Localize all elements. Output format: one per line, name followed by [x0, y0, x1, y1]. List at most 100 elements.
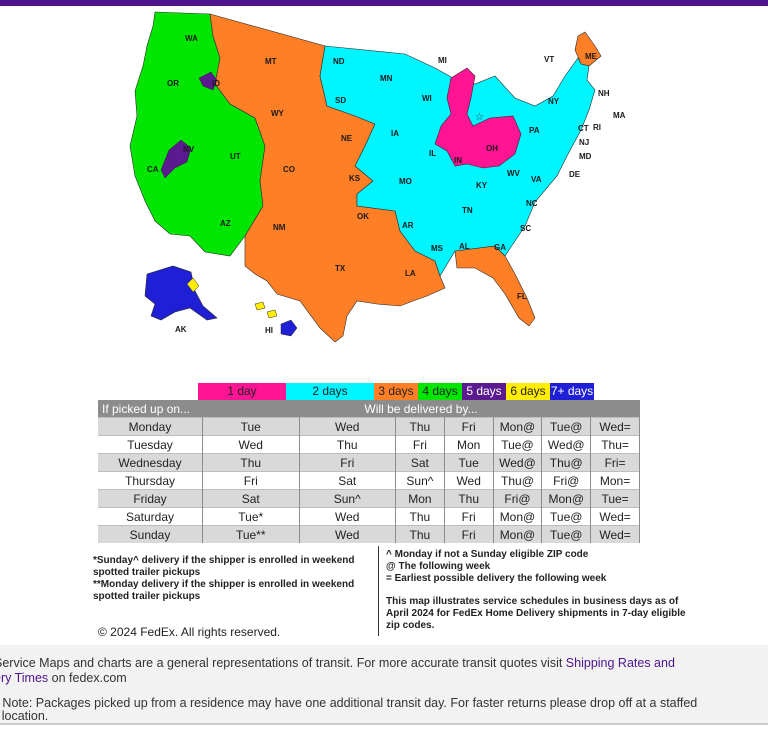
delivery-day-cell: Tue** — [202, 525, 300, 543]
transit-map: ☆ WA OR CA ID NV MT WY UT AZ CO NM ND SD NE KS OK TX MN IA… — [129, 11, 626, 343]
delivery-day-cell: Wed — [444, 471, 494, 490]
delivery-day-cell: Thu@ — [493, 471, 543, 490]
delivery-day-cell: Thu — [299, 435, 396, 454]
state-label-mo: MO — [399, 177, 412, 186]
delivery-day-cell: Fri — [395, 435, 445, 454]
residence-note-text: e Note: Packages picked up from a reside… — [0, 696, 698, 710]
state-label-sd: SD — [335, 96, 346, 105]
delivery-day-cell: Mon@ — [493, 507, 543, 526]
state-label-oh: OH — [486, 144, 498, 153]
state-label-wv: WV — [507, 169, 521, 178]
disclaimer-text-end: on fedex.com — [48, 671, 127, 685]
delivery-day-cell: Thu — [202, 453, 300, 472]
delivery-day-cell: Mon — [444, 435, 494, 454]
delivery-day-cell: Mon@ — [493, 525, 543, 543]
state-label-me: ME — [585, 52, 598, 61]
delivery-day-cell: Thu — [444, 489, 494, 508]
state-label-in: IN — [454, 156, 462, 165]
state-label-wy: WY — [271, 109, 285, 118]
delivery-day-cell: Tue — [444, 453, 494, 472]
delivery-day-cell: Fri= — [590, 453, 640, 472]
delivery-day-cell: Wed — [299, 417, 396, 436]
state-label-nd: ND — [333, 57, 345, 66]
schedule-row: Tuesday Wed Thu Fri Mon Tue@ Wed@ Thu= — [98, 435, 640, 454]
delivery-day-cell: Mon@ — [493, 417, 543, 436]
transit-legend: 1 day 2 days 3 days 4 days 5 days 6 days… — [198, 383, 594, 400]
state-label-nc: NC — [526, 199, 538, 208]
delivery-day-cell: Tue@ — [541, 417, 592, 436]
region-hawaii — [280, 319, 298, 337]
delivery-day-cell: Sun^ — [395, 471, 445, 490]
origin-star-icon: ☆ — [475, 112, 484, 123]
schedule-table: If picked up on... Will be delivered by.… — [98, 400, 640, 543]
delivery-day-cell: Sat — [395, 453, 445, 472]
state-label-nv: NV — [183, 145, 195, 154]
state-label-tx: TX — [335, 264, 346, 273]
legend-4-days: 4 days — [418, 383, 462, 400]
region-alaska-6 — [186, 277, 200, 293]
delivery-day-cell: Thu@ — [541, 453, 592, 472]
note-at: @ The following week — [386, 561, 491, 572]
region-5-days-id — [198, 71, 218, 91]
delivery-day-cell: Fri — [299, 453, 396, 472]
pickup-day: Thursday — [98, 471, 203, 490]
state-label-nj: NJ — [579, 138, 589, 147]
schedule-row: Wednesday Thu Fri Sat Tue Wed@ Thu@ Fri= — [98, 453, 640, 472]
state-label-ut: UT — [230, 152, 241, 161]
state-label-co: CO — [283, 165, 295, 174]
delivery-day-cell: Tue= — [590, 489, 640, 508]
state-label-nm: NM — [273, 223, 286, 232]
state-label-ky: KY — [476, 181, 488, 190]
state-label-pa: PA — [529, 126, 540, 135]
residence-note-text-end: x location. — [0, 709, 49, 723]
state-label-mi: MI — [438, 56, 447, 65]
delivery-day-cell: Tue@ — [541, 525, 592, 543]
state-label-az: AZ — [220, 219, 231, 228]
state-label-va: VA — [531, 175, 542, 184]
state-label-ar: AR — [402, 221, 414, 230]
pickup-day: Saturday — [98, 507, 203, 526]
delivery-day-cell: Wed= — [590, 417, 640, 436]
pickup-day: Monday — [98, 417, 203, 436]
state-label-ct: CT — [578, 124, 589, 133]
state-label-id: ID — [212, 79, 220, 88]
state-label-al: AL — [459, 242, 470, 251]
state-label-or: OR — [167, 79, 179, 88]
shipping-rates-link[interactable]: Shipping Rates and — [565, 656, 675, 670]
schedule-row: Saturday Tue* Wed Thu Fri Mon@ Tue@ Wed= — [98, 507, 640, 526]
state-label-hi: HI — [265, 326, 273, 335]
header-delivered-by: Will be delivered by... — [202, 400, 640, 418]
notes-right: ^ Monday if not a Sunday eligible ZIP co… — [386, 549, 686, 632]
delivery-times-link[interactable]: ery Times — [0, 671, 49, 685]
delivery-day-cell: Sun^ — [299, 489, 396, 508]
delivery-day-cell: Wed@ — [541, 435, 592, 454]
delivery-day-cell: Fri — [202, 471, 300, 490]
delivery-day-cell: Wed@ — [493, 453, 543, 472]
top-brand-bar — [0, 0, 768, 6]
note-monday: **Monday delivery if the shipper is enro… — [93, 579, 355, 602]
region-1-day — [434, 67, 522, 169]
state-label-mn: MN — [380, 74, 393, 83]
state-label-mt: MT — [265, 57, 277, 66]
delivery-day-cell: Wed= — [590, 507, 640, 526]
region-hawaii-6 — [254, 301, 278, 319]
state-label-ne: NE — [341, 134, 353, 143]
state-label-ia: IA — [391, 129, 399, 138]
state-label-ok: OK — [357, 212, 369, 221]
pickup-day: Friday — [98, 489, 203, 508]
pickup-day: Sunday — [98, 525, 203, 543]
legend-7-plus-days: 7+ days — [550, 383, 594, 400]
state-label-ny: NY — [548, 97, 560, 106]
state-label-ks: KS — [349, 174, 361, 183]
schedule-row: Friday Sat Sun^ Mon Thu Fri@ Mon@ Tue= — [98, 489, 640, 508]
delivery-day-cell: Thu — [395, 507, 445, 526]
schedule-row: Sunday Tue** Wed Thu Fri Mon@ Tue@ Wed= — [98, 525, 640, 543]
legend-5-days: 5 days — [462, 383, 506, 400]
disclaimer-residence-note: e Note: Packages picked up from a reside… — [0, 697, 768, 723]
state-label-md: MD — [579, 152, 592, 161]
legend-6-days: 6 days — [506, 383, 550, 400]
delivery-day-cell: Sat — [202, 489, 300, 508]
delivery-day-cell: Tue — [202, 417, 300, 436]
state-label-wi: WI — [422, 94, 432, 103]
state-label-wa: WA — [185, 34, 198, 43]
